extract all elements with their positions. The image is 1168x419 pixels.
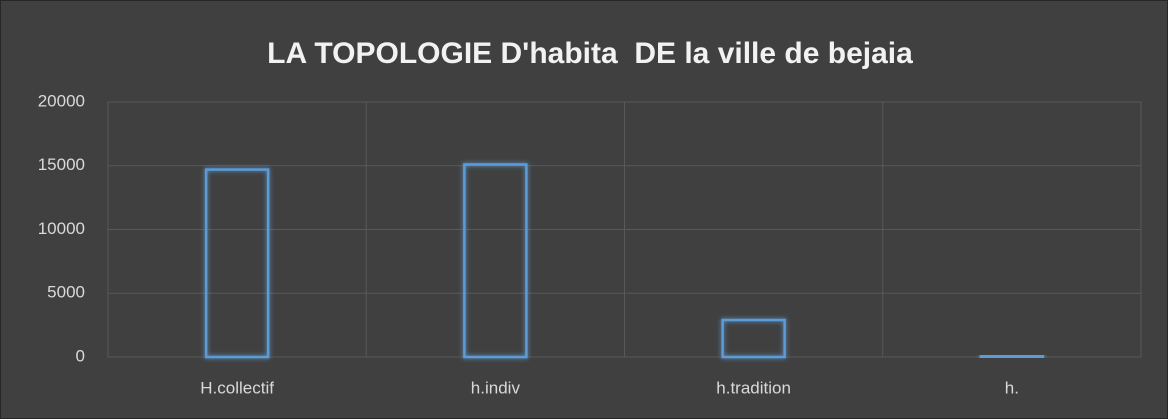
bar — [721, 318, 786, 359]
x-tick-label: h.tradition — [716, 378, 791, 397]
y-tick-label: 5000 — [47, 283, 85, 302]
x-tick-label: H.collectif — [200, 378, 274, 397]
x-tick-label: h. — [1005, 378, 1019, 397]
chart-title: LA TOPOLOGIE D'habita DE la ville de bej… — [267, 37, 913, 70]
bar — [463, 163, 528, 359]
x-tick-label: h.indiv — [471, 378, 521, 397]
y-tick-label: 10000 — [38, 219, 85, 238]
y-tick-label: 15000 — [38, 155, 85, 174]
y-tick-label: 0 — [76, 346, 85, 365]
bar — [204, 168, 270, 359]
y-tick-label: 20000 — [38, 91, 85, 110]
bar — [979, 354, 1045, 359]
